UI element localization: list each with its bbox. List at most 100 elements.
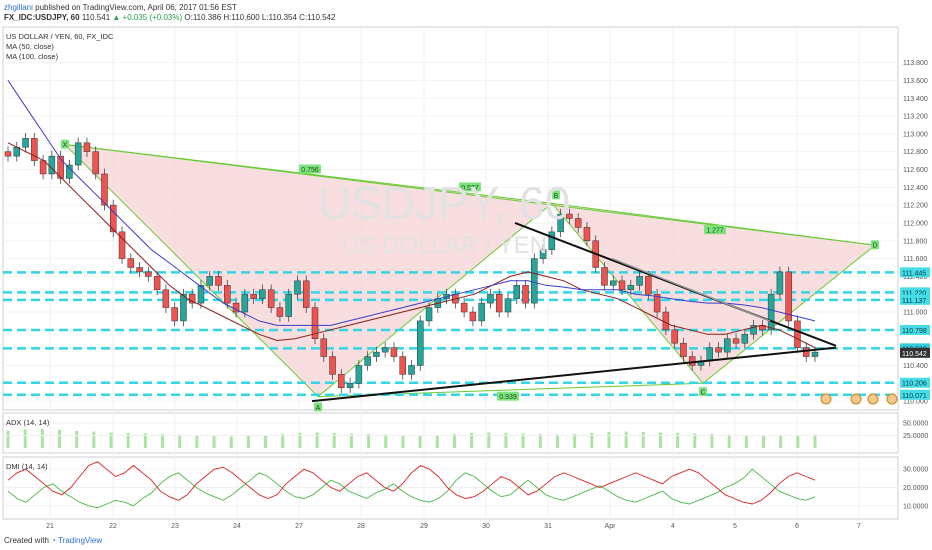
ratio-label-box [497, 391, 519, 401]
candle-body [487, 293, 494, 304]
candle-body [92, 151, 99, 175]
candle-body [618, 280, 626, 291]
pattern-point-label: A [316, 405, 321, 412]
y-tick-label: 112.600 [903, 167, 928, 174]
ratio-label: 1.277 [706, 228, 724, 235]
adx-tick-label: 50.0000 [903, 421, 928, 428]
candle-body [741, 334, 749, 344]
price-tag-box [900, 325, 930, 336]
tradingview-link[interactable]: TradingView [58, 536, 103, 545]
adx-title: ADX (14, 14) [6, 418, 50, 427]
candle-body [645, 276, 652, 295]
pattern-point-label: X [63, 142, 68, 149]
candle-body [197, 285, 205, 304]
candle-body [320, 338, 328, 357]
price-tag-box [900, 267, 930, 278]
candle-body [504, 298, 512, 313]
candle-body [57, 155, 64, 179]
ratio-label-box [704, 225, 726, 235]
dmi-title: DMI (14, 14) [6, 462, 48, 471]
price-tag: 111.137 [902, 298, 926, 305]
pattern-point-box [61, 139, 69, 149]
created-with-label: Created with [4, 536, 49, 545]
dmi-tick-label: 10.0000 [903, 503, 928, 510]
candle-body [101, 173, 108, 206]
candle-body [39, 160, 47, 175]
watermark-name: US DOLLAR / YEN [342, 232, 547, 259]
price-tag: 111.445 [902, 270, 926, 277]
candle-body [364, 356, 371, 366]
candle-body [671, 329, 678, 344]
y-tick-label: 113.000 [903, 131, 928, 138]
candle-body [127, 258, 135, 268]
price-tag-box [900, 287, 930, 298]
candle-body [206, 276, 213, 286]
x-tick-label: 5 [733, 523, 737, 530]
pattern-point-label: B [554, 193, 559, 200]
event-flag-icon [886, 393, 898, 405]
candle-body [250, 293, 257, 299]
candle-body [662, 311, 670, 331]
candle-body [785, 271, 792, 322]
candle-body [276, 307, 284, 317]
candle-body [548, 231, 556, 250]
y-tick-label: 113.200 [903, 114, 928, 121]
price-tag-box [900, 389, 930, 400]
candle-body [224, 285, 231, 304]
pattern-point-box [871, 240, 879, 250]
candle-body [636, 276, 643, 286]
x-tick-label: 31 [544, 523, 552, 530]
main-panel-border [2, 26, 899, 411]
y-tick-label: 113.400 [903, 96, 928, 103]
x-tick-label: 6 [795, 523, 799, 530]
ratio-label-box [459, 182, 481, 192]
candle-body [469, 311, 477, 322]
dmi-tick-label: 30.0000 [903, 467, 928, 474]
candle-body [557, 213, 564, 233]
price-tag: 111.220 [902, 290, 926, 297]
price-tag: 110.206 [902, 381, 927, 388]
price-tag-box [900, 347, 930, 358]
candle-body [31, 138, 38, 161]
x-tick-label: 24 [233, 523, 241, 530]
x-tick-label: 28 [357, 523, 365, 530]
candle-body [145, 271, 152, 277]
author-link[interactable]: zhgillani [4, 3, 33, 12]
candle-body [188, 293, 196, 304]
candle-body [66, 164, 73, 179]
y-tick-label: 111.400 [903, 274, 927, 281]
publish-info: published on TradingView.com, April 06, … [35, 3, 237, 12]
candle-body [653, 293, 661, 313]
candle-body [180, 293, 187, 322]
x-tick-label: 30 [482, 523, 490, 530]
candle-body [417, 320, 424, 366]
candle-body [531, 258, 538, 304]
candle-body [399, 356, 406, 375]
candle-body [724, 338, 731, 353]
candle-body [583, 227, 591, 242]
candle-body [346, 383, 354, 388]
y-tick-label: 112.400 [903, 185, 928, 192]
candle-body [767, 293, 775, 331]
x-tick-label: 27 [295, 523, 303, 530]
y-tick-label: 113.800 [903, 60, 928, 67]
candle-body [601, 267, 608, 286]
price-tag: 110.798 [902, 328, 927, 335]
candle-body [83, 142, 91, 152]
x-tick-label: 23 [171, 523, 179, 530]
pattern-point-box [699, 387, 707, 397]
candle-body [153, 276, 161, 291]
price-tag: 110.542 [902, 351, 927, 358]
candle-body [355, 365, 363, 384]
candle-body [373, 351, 380, 357]
trendline-lower [311, 346, 837, 403]
candle-body [302, 280, 310, 308]
candle-body [381, 347, 389, 353]
candle-body [715, 347, 722, 353]
pattern-point-label: C [700, 390, 705, 397]
symbol-line: FX_IDC:USDJPY, 60 110.541 ▲ +0.035 (+0.0… [4, 13, 335, 22]
candle-body [285, 293, 292, 317]
x-tick-label: 22 [109, 523, 117, 530]
x-tick-label: 21 [46, 523, 54, 530]
